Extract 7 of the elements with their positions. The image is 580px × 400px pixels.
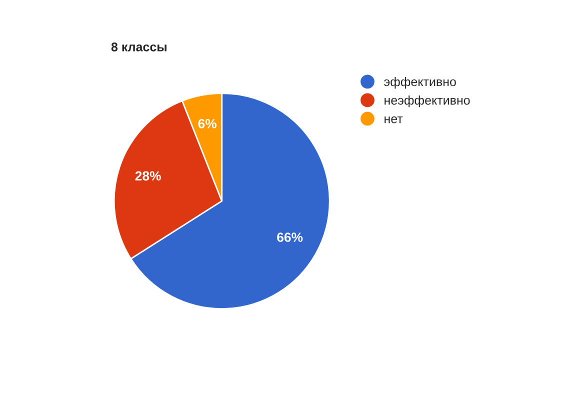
legend-label: эффективно [384, 77, 456, 89]
legend-label: нет [384, 116, 403, 124]
data-label: 6% [198, 118, 216, 128]
data-label: 66% [277, 232, 303, 242]
data-label: 28% [135, 171, 161, 181]
legend-label: неэффективно [384, 96, 470, 108]
chart-title: 8 классы [111, 42, 166, 52]
